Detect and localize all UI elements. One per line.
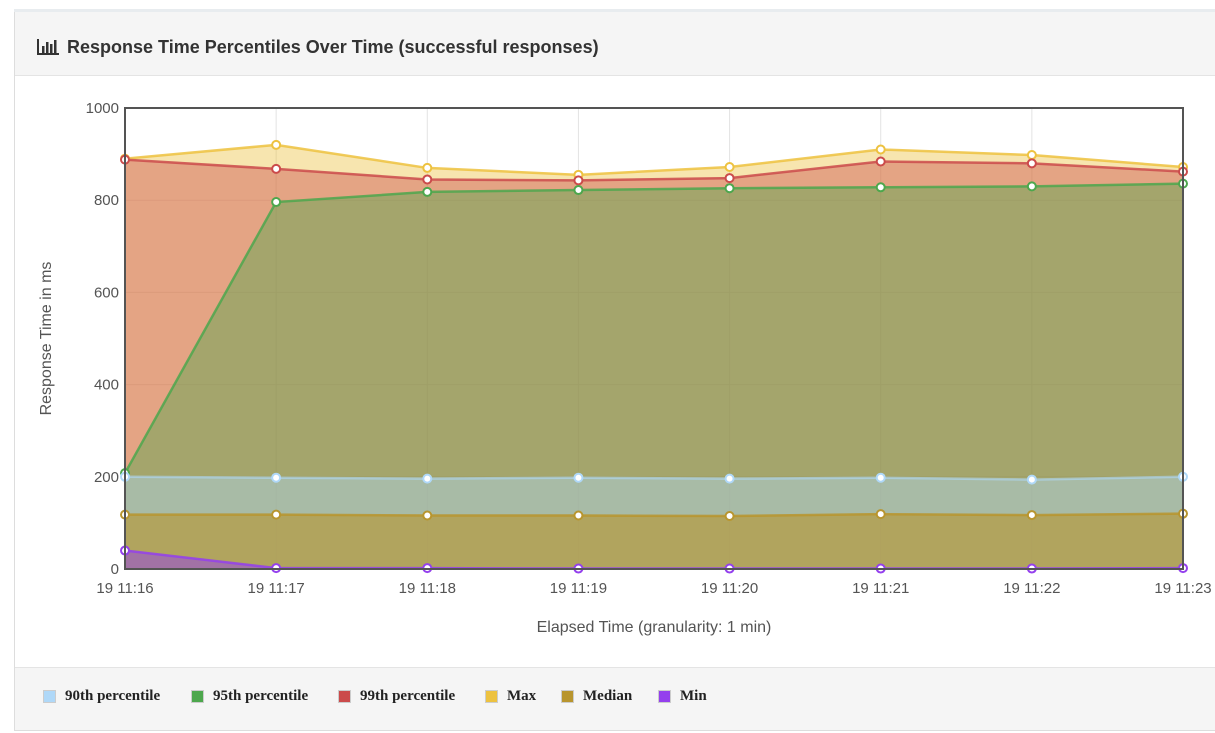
y-tick-label: 1000: [86, 100, 119, 117]
point-95th-percentile-6[interactable]: [1028, 182, 1036, 190]
x-tick-label: 19 11:20: [701, 580, 758, 597]
point-median-5[interactable]: [877, 510, 885, 518]
point-99th-percentile-2[interactable]: [423, 175, 431, 183]
point-99th-percentile-4[interactable]: [726, 174, 734, 182]
point-median-2[interactable]: [423, 512, 431, 520]
point-max-2[interactable]: [423, 164, 431, 172]
point-90th-percentile-1[interactable]: [272, 474, 280, 482]
x-tick-label: 19 11:19: [550, 580, 607, 597]
y-axis-title: Response Time in ms: [38, 262, 55, 416]
point-99th-percentile-6[interactable]: [1028, 159, 1036, 167]
point-max-4[interactable]: [726, 163, 734, 171]
area-median: [125, 514, 1183, 569]
legend-item-max[interactable]: Max: [485, 688, 536, 705]
point-median-6[interactable]: [1028, 511, 1036, 519]
y-tick-label: 200: [94, 469, 119, 486]
x-axis-title: Elapsed Time (granularity: 1 min): [537, 619, 772, 636]
legend-label: 95th percentile: [213, 688, 308, 705]
series-areas: [125, 145, 1183, 569]
point-90th-percentile-2[interactable]: [423, 475, 431, 483]
response-time-chart: 0 200 400 600 800 1000 19 11:16 19 11:17 19 11:1…: [15, 12, 1215, 667]
point-90th-percentile-3[interactable]: [574, 474, 582, 482]
legend-label: Median: [583, 688, 632, 705]
legend: 90th percentile 95th percentile 99th perce…: [15, 667, 1215, 730]
point-95th-percentile-3[interactable]: [574, 186, 582, 194]
point-median-3[interactable]: [574, 512, 582, 520]
legend-swatch: [658, 690, 671, 703]
x-tick-label: 19 11:21: [852, 580, 909, 597]
point-max-6[interactable]: [1028, 151, 1036, 159]
legend-item-90th-percentile[interactable]: 90th percentile: [43, 688, 160, 705]
x-tick-label: 19 11:22: [1003, 580, 1060, 597]
y-tick-label: 400: [94, 377, 119, 394]
x-tick-label: 19 11:23: [1154, 580, 1211, 597]
point-99th-percentile-1[interactable]: [272, 165, 280, 173]
x-tick-label: 19 11:17: [248, 580, 305, 597]
point-median-1[interactable]: [272, 511, 280, 519]
point-90th-percentile-5[interactable]: [877, 474, 885, 482]
legend-label: Min: [680, 688, 707, 705]
point-95th-percentile-4[interactable]: [726, 184, 734, 192]
point-99th-percentile-5[interactable]: [877, 157, 885, 165]
point-99th-percentile-3[interactable]: [574, 176, 582, 184]
x-tick-label: 19 11:18: [399, 580, 456, 597]
y-tick-label: 600: [94, 284, 119, 301]
point-95th-percentile-2[interactable]: [423, 188, 431, 196]
legend-swatch: [561, 690, 574, 703]
point-95th-percentile-5[interactable]: [877, 183, 885, 191]
legend-item-95th-percentile[interactable]: 95th percentile: [191, 688, 308, 705]
point-95th-percentile-1[interactable]: [272, 198, 280, 206]
point-90th-percentile-4[interactable]: [726, 475, 734, 483]
legend-label: 90th percentile: [65, 688, 160, 705]
legend-item-99th-percentile[interactable]: 99th percentile: [338, 688, 455, 705]
chart-panel: Response Time Percentiles Over Time (suc…: [14, 12, 1215, 731]
legend-swatch: [338, 690, 351, 703]
point-max-1[interactable]: [272, 141, 280, 149]
y-tick-label: 800: [94, 192, 119, 209]
point-90th-percentile-6[interactable]: [1028, 476, 1036, 484]
legend-swatch: [485, 690, 498, 703]
legend-label: 99th percentile: [360, 688, 455, 705]
point-max-5[interactable]: [877, 145, 885, 153]
legend-swatch: [43, 690, 56, 703]
point-median-4[interactable]: [726, 512, 734, 520]
x-tick-label: 19 11:16: [96, 580, 153, 597]
legend-item-min[interactable]: Min: [658, 688, 707, 705]
y-tick-label: 0: [111, 561, 119, 578]
legend-label: Max: [507, 688, 536, 705]
legend-item-median[interactable]: Median: [561, 688, 632, 705]
legend-swatch: [191, 690, 204, 703]
